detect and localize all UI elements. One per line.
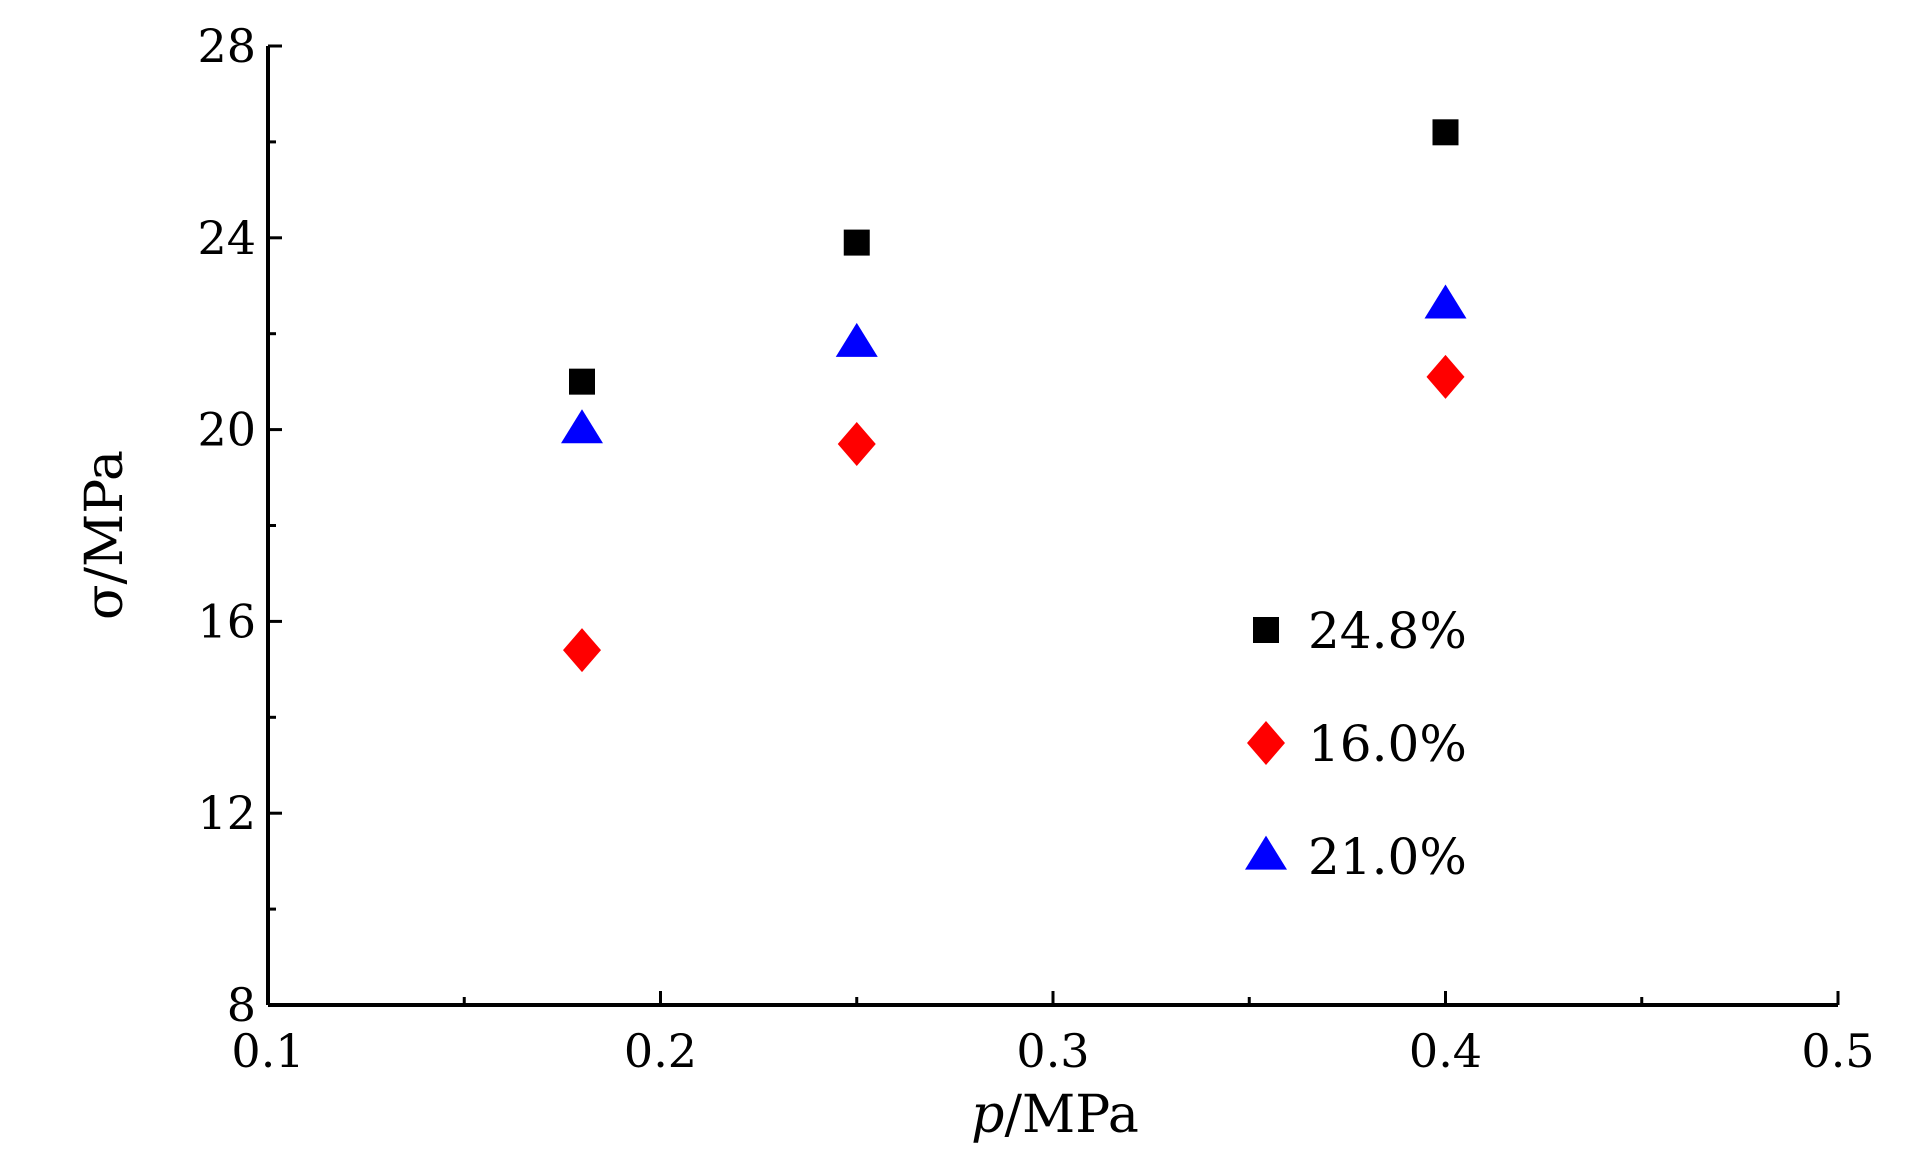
- y-tick-label: 28: [197, 19, 256, 73]
- y-tick-label: 12: [197, 786, 256, 840]
- legend: 24.8% 16.0% 21.0%: [1245, 602, 1467, 886]
- y-tick-label: 20: [197, 403, 256, 457]
- x-tick-label: 0.3: [1016, 1024, 1089, 1078]
- x-tick-label: 0.5: [1801, 1024, 1874, 1078]
- legend-marker-square: [1253, 617, 1279, 643]
- y-tick-label: 16: [197, 594, 256, 648]
- x-tick-label: 0.4: [1409, 1024, 1482, 1078]
- legend-marker-diamond: [1247, 721, 1285, 765]
- data-point-diamond: [837, 421, 876, 466]
- legend-marker-triangle: [1245, 835, 1287, 870]
- data-point-triangle: [1424, 284, 1467, 319]
- data-point-diamond: [1426, 354, 1465, 399]
- data-points: [561, 119, 1467, 673]
- y-tick-label: 24: [197, 211, 256, 265]
- y-tick-label: 8: [227, 978, 256, 1032]
- legend-label: 16.0%: [1308, 715, 1467, 773]
- x-axis-label-unit: /MPa: [1004, 1085, 1138, 1145]
- data-point-square: [1432, 119, 1459, 146]
- data-point-diamond: [563, 628, 601, 673]
- x-tick-label: 0.2: [624, 1024, 697, 1078]
- data-point-square: [843, 229, 870, 256]
- ticks: 0.1 0.2 0.3 0.4 0.5 8 12 16 20 24 28: [197, 19, 1874, 1078]
- data-point-triangle: [561, 409, 603, 444]
- data-point-triangle: [835, 322, 878, 357]
- x-tick-label: 0.1: [231, 1024, 304, 1078]
- x-axis-label: p/MPa: [971, 1085, 1139, 1145]
- legend-label: 21.0%: [1308, 828, 1467, 886]
- axes: [266, 46, 1838, 1007]
- data-point-square: [569, 368, 595, 395]
- y-axis-label: σ/MPa: [75, 450, 135, 620]
- x-axis-label-var: p: [971, 1085, 1004, 1145]
- legend-label: 24.8%: [1308, 602, 1467, 660]
